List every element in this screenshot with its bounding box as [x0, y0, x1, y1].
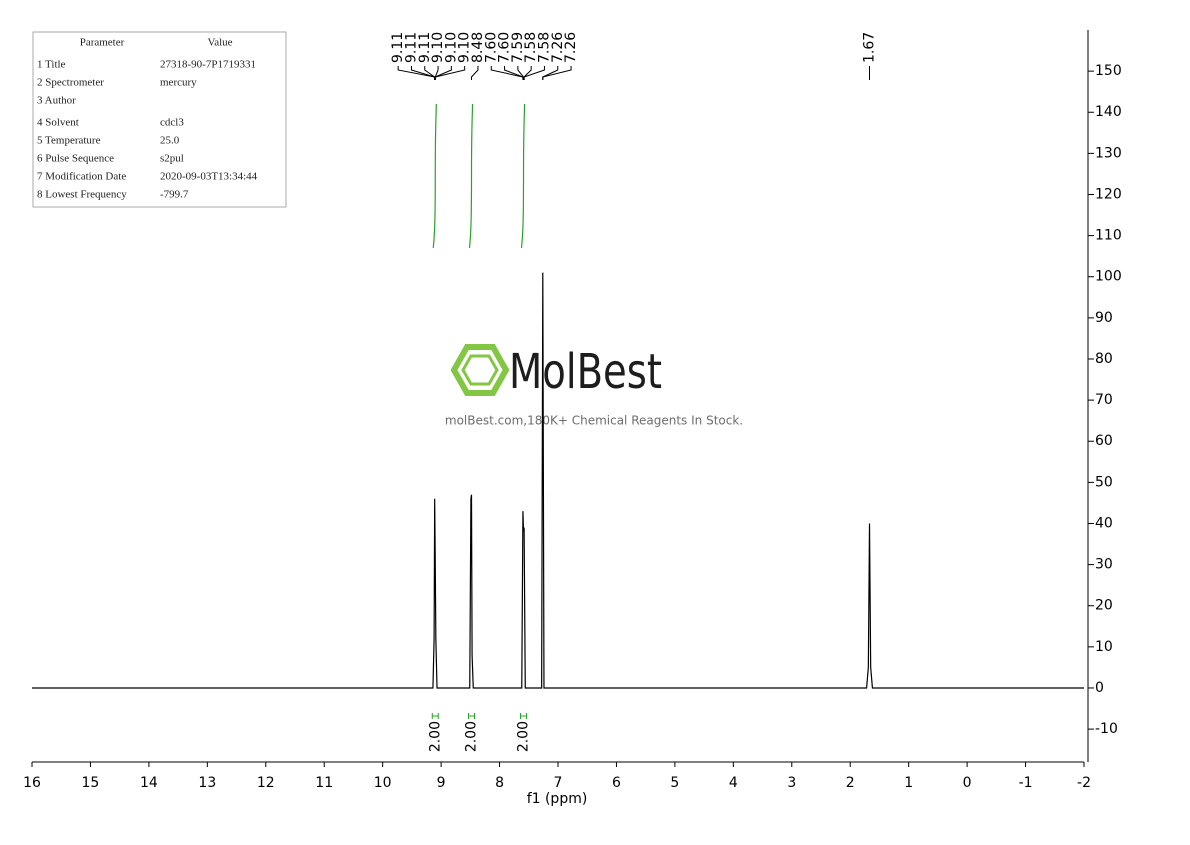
param-name: 3 Author: [37, 95, 76, 107]
param-name: 2 Spectrometer: [37, 77, 104, 89]
integral-curve: [432, 104, 437, 249]
x-tick-label: 7: [554, 775, 563, 791]
param-name: 1 Title: [37, 59, 66, 71]
x-tick-label: 14: [140, 775, 158, 791]
integral-label: 2.00: [464, 721, 480, 752]
peak-leader: [523, 66, 545, 80]
x-tick-label: 16: [23, 775, 41, 791]
y-tick-label: -10: [1095, 721, 1118, 737]
integral-curve: [468, 104, 474, 249]
integral-bracket: [468, 713, 476, 719]
param-header: Value: [207, 37, 232, 49]
peak-label: 9.10: [443, 32, 459, 63]
y-tick-label: 50: [1095, 474, 1113, 490]
peak-label: 7.26: [550, 32, 566, 63]
peak-leader: [471, 66, 479, 80]
peak-leader: [542, 66, 559, 80]
logo-ring: [461, 354, 499, 386]
parameter-table: Parameter Value 1 Title 27318-90-7P1719331 2…: [37, 37, 258, 201]
param-name: 6 Pulse Sequence: [37, 153, 114, 165]
x-tick-label: 2: [846, 775, 855, 791]
y-tick-label: 30: [1095, 557, 1113, 573]
integral-curve: [520, 104, 526, 249]
x-tick-label: 0: [963, 775, 972, 791]
y-tick-label: 20: [1095, 598, 1113, 614]
param-header: Parameter: [80, 37, 125, 49]
integral-bracket: [431, 713, 439, 719]
x-tick-label: 10: [374, 775, 392, 791]
peak-label: 8.48: [470, 32, 486, 63]
x-axis-label: f1 (ppm): [527, 791, 588, 807]
x-tick-label: 8: [495, 775, 504, 791]
param-value: 2020-09-03T13:34:44: [160, 171, 258, 183]
y-tick-label: 0: [1095, 680, 1104, 696]
x-tick-label: 3: [787, 775, 796, 791]
peak-label: 7.58: [536, 32, 552, 63]
logo-hexagon: [450, 344, 510, 396]
peak-label: 7.60: [483, 32, 499, 63]
integral-label: 2.00: [427, 721, 443, 752]
param-name: 5 Temperature: [37, 135, 101, 147]
y-tick-label: 150: [1095, 63, 1122, 79]
param-value: s2pul: [160, 153, 184, 165]
peak-leader: [542, 66, 572, 80]
x-tick-label: 4: [729, 775, 738, 791]
watermark: MolBest molBest.com,180K+ Chemical Reage…: [445, 344, 743, 428]
peak-leader: [523, 66, 532, 80]
y-tick-label: 90: [1095, 310, 1113, 326]
peak-leader: [434, 66, 466, 80]
y-tick-label: 130: [1095, 145, 1122, 161]
param-value: 27318-90-7P1719331: [160, 59, 256, 71]
x-tick-label: 1: [904, 775, 913, 791]
y-tick-label: 40: [1095, 515, 1113, 531]
x-tick-label: -2: [1077, 775, 1091, 791]
param-value: 25.0: [160, 135, 180, 147]
peak-label: 7.59: [510, 32, 526, 63]
param-value: cdcl3: [160, 117, 184, 129]
param-value: mercury: [160, 77, 197, 89]
param-name: 7 Modification Date: [37, 171, 126, 183]
x-tick-label: 9: [437, 775, 446, 791]
x-tick-label: 5: [670, 775, 679, 791]
x-tick-label: 13: [198, 775, 216, 791]
y-tick-label: 80: [1095, 351, 1113, 367]
peak-label: 9.10: [457, 32, 473, 63]
param-name: 8 Lowest Frequency: [37, 189, 127, 201]
param-name: 4 Solvent: [37, 117, 79, 129]
x-tick-label: 12: [257, 775, 275, 791]
spectrum-line: [32, 272, 1084, 689]
parameter-table-box: [32, 31, 287, 208]
watermark-brand: MolBest: [509, 344, 662, 400]
x-tick-label: -1: [1019, 775, 1033, 791]
y-tick-label: 110: [1095, 228, 1122, 244]
x-tick-label: 11: [315, 775, 333, 791]
y-tick-label: 70: [1095, 392, 1113, 408]
peak-label: 7.58: [523, 32, 539, 63]
peak-leader: [517, 66, 525, 80]
y-tick-label: 140: [1095, 104, 1122, 120]
peak-label: 1.67: [862, 32, 878, 63]
param-value: -799.7: [160, 189, 189, 201]
peak-label: 9.11: [417, 32, 433, 63]
y-tick-label: 120: [1095, 186, 1122, 202]
peak-label: 9.10: [430, 32, 446, 63]
peak-leader: [504, 66, 524, 80]
peak-label: 9.11: [403, 32, 419, 63]
integral-bracket: [520, 713, 528, 719]
integral-label: 2.00: [516, 721, 532, 752]
peak-label: 7.60: [497, 32, 513, 63]
peak-label: 7.26: [563, 32, 579, 63]
peak-label: 9.11: [390, 32, 406, 63]
y-tick-label: 60: [1095, 433, 1113, 449]
x-tick-label: 15: [82, 775, 100, 791]
y-tick-label: 10: [1095, 639, 1113, 655]
peak-leader: [424, 66, 436, 80]
watermark-tagline: molBest.com,180K+ Chemical Reagents In S…: [445, 414, 743, 428]
y-tick-label: 100: [1095, 269, 1122, 285]
x-tick-label: 6: [612, 775, 621, 791]
